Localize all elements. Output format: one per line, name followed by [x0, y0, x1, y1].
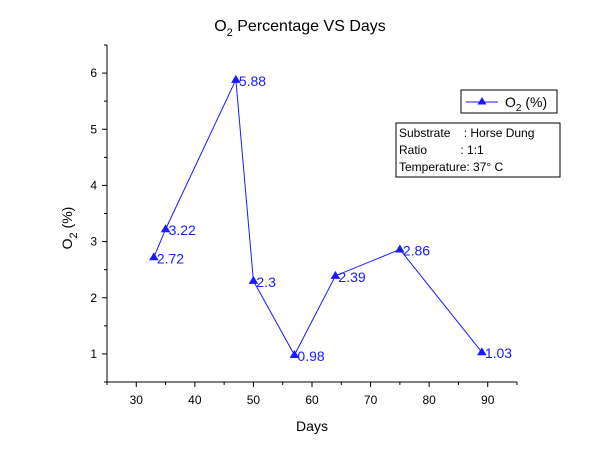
legend-box: [460, 89, 558, 114]
y-axis-label-group: O2 (%): [59, 207, 80, 250]
data-point-marker: [160, 224, 171, 233]
y-axis-label-main: O: [59, 238, 75, 249]
y-axis-label-subscript: 2: [68, 232, 80, 238]
data-point-marker: [248, 275, 259, 284]
info-box: Substrate : Horse Dung Ratio : 1:1 Tempe…: [395, 122, 561, 178]
x-tick-label: 90: [481, 393, 495, 407]
axes: [106, 45, 517, 383]
data-point-marker: [289, 350, 300, 359]
data-value-label: 2.72: [157, 250, 184, 266]
info-ratio: Ratio : 1:1: [399, 143, 484, 157]
legend-label: O2 (%): [505, 94, 547, 114]
y-tick-label: 4: [90, 178, 97, 192]
x-tick-label: 70: [364, 393, 378, 407]
legend-label-rest: (%): [521, 94, 547, 110]
y-tick-label: 2: [90, 291, 97, 305]
legend-label-subscript: 2: [516, 103, 522, 114]
y-tick-label: 5: [90, 122, 97, 136]
data-value-label: 2.39: [338, 269, 365, 285]
y-axis-label: O2 (%): [59, 207, 80, 250]
x-tick-label: 60: [305, 393, 319, 407]
chart-title-main: O: [214, 18, 226, 35]
data-value-label: 5.88: [239, 73, 266, 89]
x-ticks: 30 40 50 60 70 80 90: [106, 382, 518, 407]
data-point-marker: [395, 244, 405, 253]
info-box-border: [395, 122, 561, 178]
data-value-label: 2.3: [256, 274, 276, 290]
x-tick-label: 80: [422, 393, 436, 407]
data-value-label: 0.98: [297, 348, 324, 364]
data-point-marker: [149, 252, 159, 261]
y-axis-label-rest: (%): [59, 207, 75, 233]
legend-label-main: O: [505, 94, 516, 110]
legend: O2 (%): [460, 89, 558, 114]
y-ticks: 1 2 3 4 5 6: [90, 44, 107, 383]
series-line: [153, 77, 483, 357]
x-axis-label: Days: [296, 418, 328, 434]
data-point-marker: [231, 74, 241, 83]
data-value-label: 1.03: [485, 345, 512, 361]
chart-title-rest: Percentage VS Days: [233, 18, 386, 35]
series-layer: 2.72 3.22 5.88 2.3 0.98 2.39 2.86 1.03: [149, 73, 512, 364]
y-tick-label: 6: [90, 66, 97, 80]
data-point-marker: [330, 270, 341, 279]
legend-triangle-marker: [477, 97, 487, 105]
x-tick-label: 40: [188, 393, 202, 407]
y-tick-label: 1: [90, 347, 97, 361]
info-substrate: Substrate : Horse Dung: [399, 126, 534, 140]
x-tick-label: 30: [130, 393, 144, 407]
data-value-label: 2.86: [403, 242, 430, 258]
data-value-label: 3.22: [169, 222, 196, 238]
chart-title: O2 Percentage VS Days: [214, 18, 386, 39]
info-temperature: Temperature: 37° C: [399, 160, 504, 174]
data-point-marker: [477, 347, 487, 356]
y-tick-label: 3: [90, 235, 97, 249]
chart-title-subscript: 2: [227, 27, 233, 39]
x-tick-label: 50: [247, 393, 261, 407]
